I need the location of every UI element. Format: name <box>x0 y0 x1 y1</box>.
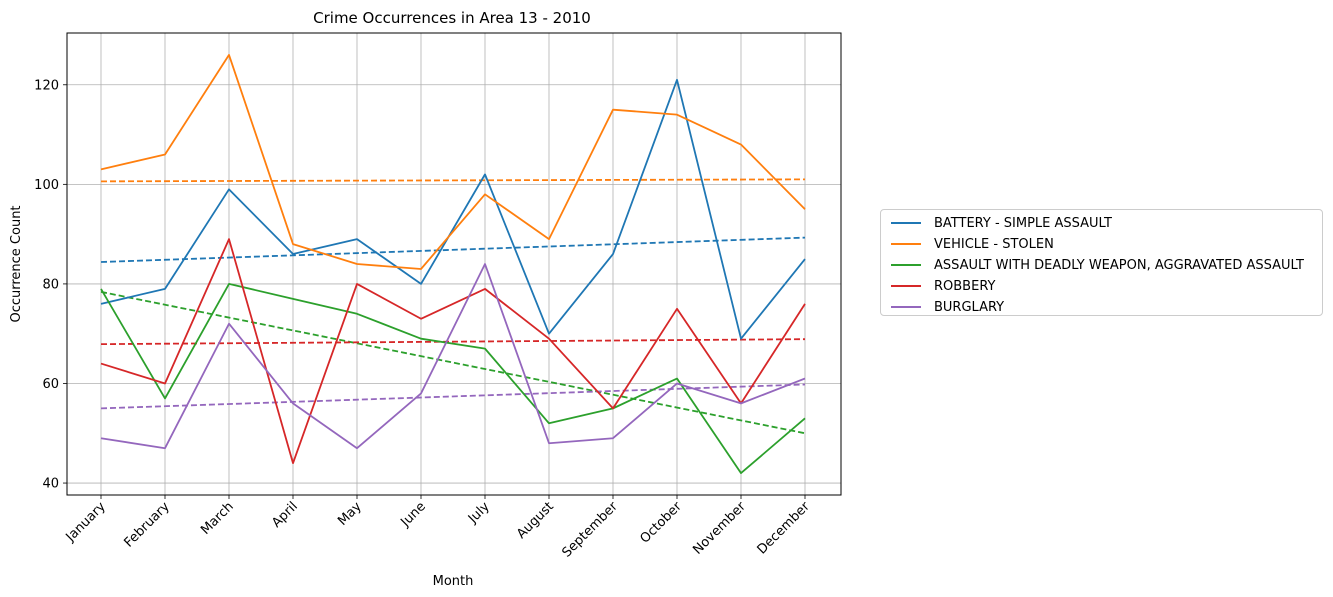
trend-line <box>100 290 806 435</box>
legend-item: ROBBERY <box>891 276 1322 297</box>
legend-label: ASSAULT WITH DEADLY WEAPON, AGGRAVATED A… <box>934 258 1304 273</box>
x-tick-label: June <box>397 499 428 530</box>
series-line <box>100 78 806 340</box>
trend-line <box>100 178 806 183</box>
x-tick-label: August <box>514 499 557 542</box>
x-tick-label: April <box>269 499 301 531</box>
legend-item: VEHICLE - STOLEN <box>891 234 1322 255</box>
series-line <box>100 283 806 474</box>
legend-swatch <box>891 263 921 266</box>
series-line <box>100 238 806 465</box>
legend-item: BATTERY - SIMPLE ASSAULT <box>891 213 1322 234</box>
y-tick-label: 80 <box>42 277 59 292</box>
x-axis-label: Month <box>433 574 474 589</box>
legend-item: ASSAULT WITH DEADLY WEAPON, AGGRAVATED A… <box>891 255 1322 276</box>
legend-swatch <box>891 221 921 224</box>
y-axis-ticks: 40 60 80 100 120 <box>34 78 67 492</box>
y-axis-label: Occurrence Count <box>9 205 24 322</box>
y-tick-label: 120 <box>34 78 59 93</box>
trend-lines <box>100 178 806 435</box>
chart-title: Crime Occurrences in Area 13 - 2010 <box>313 9 591 27</box>
chart-legend: BATTERY - SIMPLE ASSAULT VEHICLE - STOLEN… <box>880 209 1323 316</box>
x-tick-label: February <box>121 499 173 551</box>
legend-label: BURGLARY <box>934 300 1005 315</box>
x-tick-label: December <box>755 499 814 558</box>
x-tick-label: October <box>637 499 685 547</box>
trend-line <box>100 383 806 410</box>
y-tick-label: 60 <box>42 377 59 392</box>
grid-lines <box>67 33 841 495</box>
legend-item: BURGLARY <box>891 297 1322 318</box>
trend-line <box>100 236 806 263</box>
x-axis-ticks: January February March April May June July Augu… <box>63 495 814 561</box>
x-tick-label: September <box>559 499 621 561</box>
x-tick-label: November <box>690 499 749 558</box>
series-line <box>100 54 806 270</box>
legend-swatch <box>891 305 921 308</box>
x-tick-label: January <box>63 499 109 545</box>
legend-swatch <box>891 284 921 287</box>
x-tick-label: May <box>335 499 365 529</box>
legend-label: ROBBERY <box>934 279 996 294</box>
y-tick-label: 100 <box>34 178 59 193</box>
plot-frame <box>66 32 842 496</box>
x-tick-label: March <box>198 499 237 538</box>
series-line <box>100 263 806 450</box>
legend-label: VEHICLE - STOLEN <box>934 237 1054 252</box>
y-tick-label: 40 <box>42 477 59 492</box>
legend-label: BATTERY - SIMPLE ASSAULT <box>934 216 1112 231</box>
legend-swatch <box>891 242 921 245</box>
series-lines <box>100 54 806 474</box>
x-tick-label: July <box>465 499 493 527</box>
